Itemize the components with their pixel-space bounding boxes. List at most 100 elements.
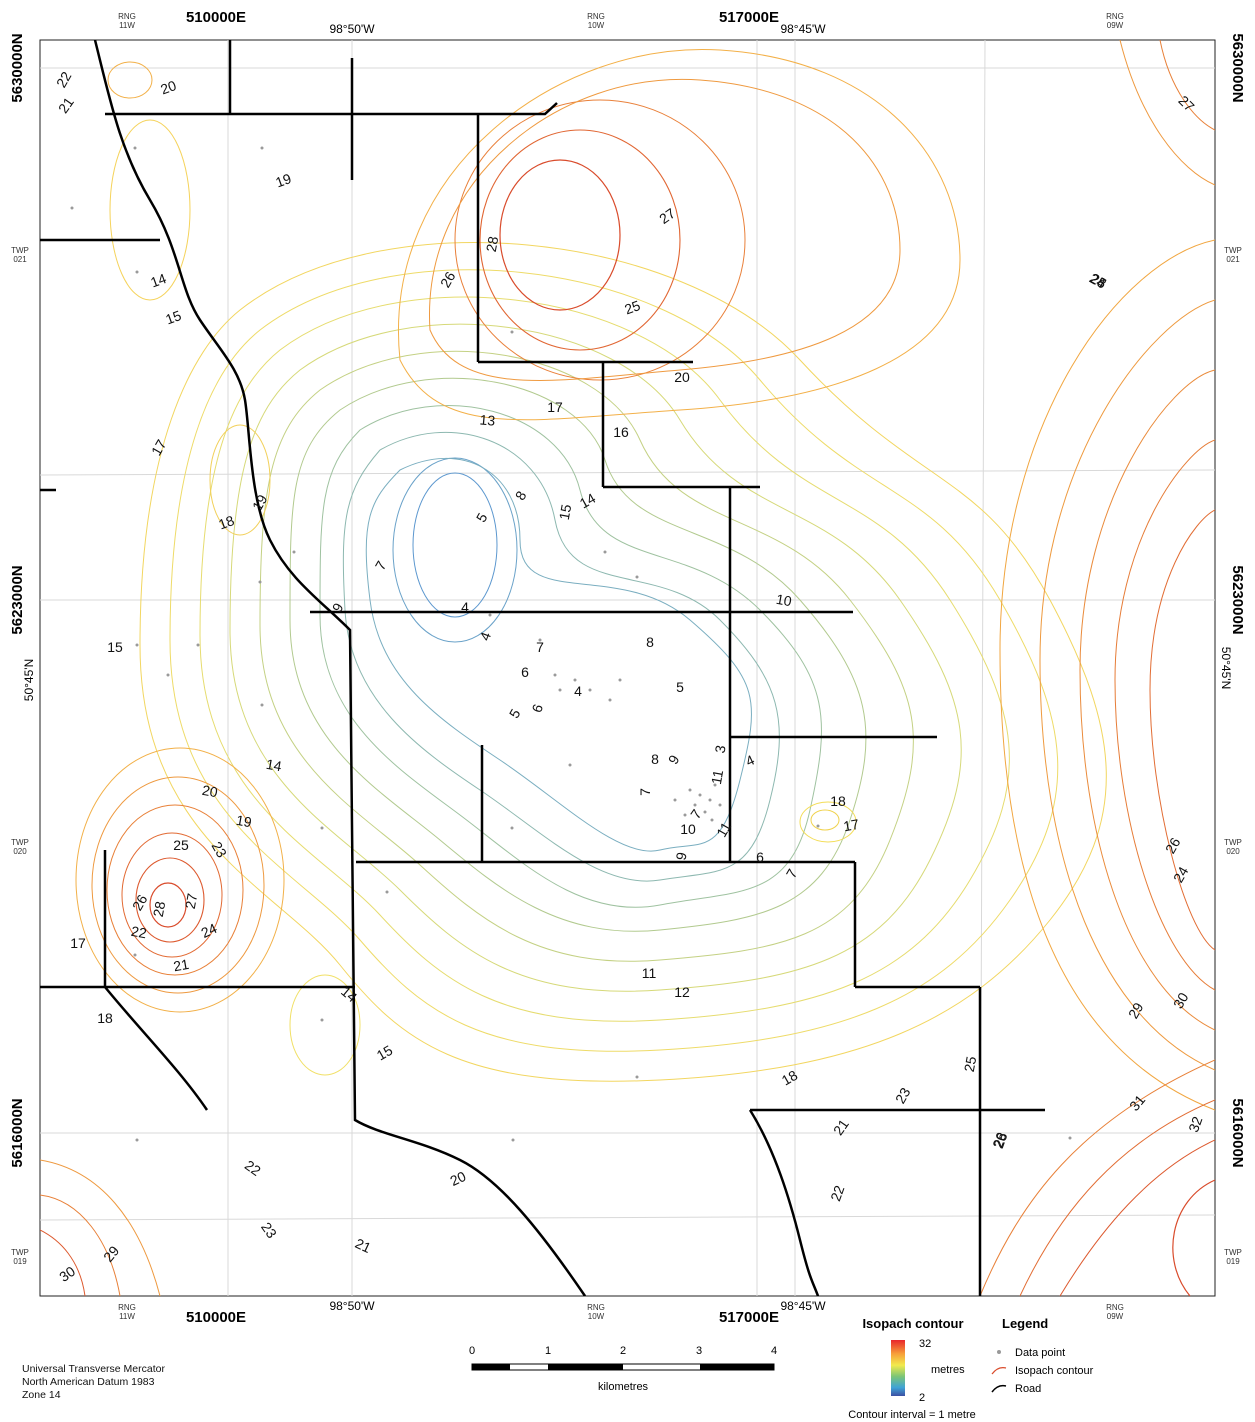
township-number: 021 [1226,255,1240,264]
contour-label: 18 [779,1067,801,1089]
contour-label: 15 [107,639,123,655]
contour-label: 30 [1170,990,1192,1012]
symbol-legend: Legend Data point Isopach contour Road [991,1316,1094,1395]
contour-label: 13 [479,411,496,428]
projection-info: Universal Transverse Mercator North Amer… [22,1363,165,1402]
contour-label: 24 [1087,270,1109,292]
township-label: TWP [11,1248,29,1257]
contour-label: 11 [708,768,726,785]
projection-line: Zone 14 [22,1389,61,1401]
road-symbol [991,1384,1007,1393]
contour-label: 3 [712,744,729,755]
contour-label: 10 [680,821,696,837]
contour-label: 21 [353,1235,374,1256]
contour-label: 20 [674,369,690,385]
contour-label: 22 [53,69,75,91]
northing-left-2: 5623000N [9,565,26,634]
contour-label: 16 [613,424,629,440]
northing-right-3: 5616000N [1229,1098,1246,1167]
easting-top-1: 510000E [186,9,246,26]
contour-label: 15 [556,503,574,521]
scale-tick-0: 0 [469,1345,475,1357]
township-label: TWP [1224,838,1242,847]
longitude-bottom-2: 98°45'W [780,1299,826,1313]
legend-item-data-point: Data point [1015,1347,1065,1359]
easting-top-2: 517000E [719,9,779,26]
contour-label: 25 [173,837,189,853]
roads [40,40,1045,1296]
contour-label: 7 [536,639,544,655]
contour-label: 26 [989,1130,1009,1150]
township-number: 020 [13,847,27,856]
ramp-min: 2 [919,1392,925,1404]
contour-label: 28 [150,900,168,918]
range-number: 11W [119,21,135,30]
data-point-symbol [997,1350,1001,1354]
legend-item-road: Road [1015,1383,1041,1395]
contour-label: 25 [622,297,642,317]
projection-line: North American Datum 1983 [22,1376,155,1388]
projection-line: Universal Transverse Mercator [22,1363,165,1375]
contour-label: 20 [158,77,178,97]
easting-bottom-2: 517000E [719,1309,779,1326]
scale-tick-4: 4 [771,1345,777,1357]
grid-labels: 510000E 517000E 98°50'W 98°45'W 510000E … [9,9,1246,1326]
ramp-max: 32 [919,1338,931,1350]
scale-unit: kilometres [598,1381,649,1393]
latitude-right: 50°45'N [1219,647,1233,689]
contour-label: 26 [437,269,459,291]
scale-tick-1: 1 [545,1345,551,1357]
contour-label: 11 [642,965,657,981]
contour-label: 19 [273,170,293,190]
contour-label: 26 [1162,835,1184,857]
isopach-legend-title: Isopach contour [862,1316,963,1331]
contour-label: 28 [1088,270,1110,292]
township-label: TWP [1224,246,1242,255]
contour-label: 10 [775,591,793,609]
contour-label: 14 [265,756,283,774]
contour-label: 24 [1170,864,1192,886]
township-label: TWP [11,246,29,255]
township-number: 019 [13,1257,27,1266]
contour-label: 19 [235,812,253,830]
contour-label: 12 [674,984,690,1000]
township-number: 019 [1226,1257,1240,1266]
range-label: RNG [118,1303,136,1312]
contour-label: 20 [201,782,219,800]
contour-label: 22 [827,1183,847,1203]
range-number: 10W [588,1312,605,1321]
longitude-bottom-1: 98°50'W [329,1299,375,1313]
contour-label: 21 [172,956,190,974]
contour-label: 32 [1185,1114,1205,1134]
range-label: RNG [1106,12,1124,21]
contour-label: 9 [673,851,690,862]
contour-label: 5 [676,679,684,695]
range-number: 11W [119,1312,135,1321]
contour-label: 14 [577,490,599,512]
contour-label: 15 [163,307,183,327]
contour-label: 17 [547,399,563,415]
northing-right-2: 5623000N [1229,565,1246,634]
contour-label: 23 [892,1085,914,1107]
range-label: RNG [118,12,136,21]
northing-right-1: 5630000N [1229,33,1246,102]
latitude-left: 50°45'N [22,659,36,701]
township-label: TWP [11,838,29,847]
range-label: RNG [587,1303,605,1312]
range-label: RNG [1106,1303,1124,1312]
township-number: 020 [1226,847,1240,856]
contour-label: 17 [148,437,170,459]
legend-title: Legend [1002,1316,1048,1331]
longitude-top-1: 98°50'W [329,22,375,36]
contour-label: 28 [483,235,501,253]
isopach-contours [40,40,1215,1296]
contour-label: 6 [521,664,529,680]
contour-label: 19 [249,492,271,514]
township-number: 021 [13,255,27,264]
isopach-legend: Isopach contour 32 metres 2 Contour inte… [848,1316,975,1421]
longitude-top-2: 98°45'W [780,22,826,36]
contour-interval: Contour interval = 1 metre [848,1409,975,1421]
easting-bottom-1: 510000E [186,1309,246,1326]
range-number: 09W [1107,1312,1124,1321]
